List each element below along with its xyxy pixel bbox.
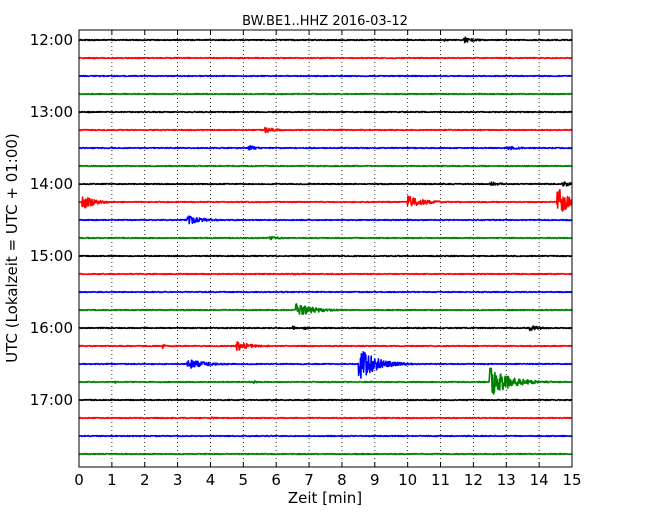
y-tick-label: 12:00 [30, 31, 73, 49]
y-axis-ticks: 12:00 13:00 14:00 15:00 16:00 17:00 [30, 31, 84, 409]
trace-line-1230 [78, 74, 573, 78]
x-tick-label: 12 [464, 471, 483, 489]
trace-line-1215 [78, 56, 573, 60]
y-tick-label: 17:00 [30, 391, 73, 409]
trace-line-1445 [78, 235, 573, 241]
x-axis-label: Zeit [min] [288, 489, 362, 507]
trace-line-1630 [78, 351, 573, 379]
y-tick-label: 13:00 [30, 103, 73, 121]
x-tick-label: 7 [304, 471, 314, 489]
trace-line-1745 [78, 452, 573, 456]
trace-line-1500 [78, 254, 573, 258]
x-tick-label: 15 [562, 471, 581, 489]
trace-line-1600 [78, 325, 573, 332]
trace-line-1415 [78, 188, 573, 212]
trace-line-1730 [78, 434, 573, 438]
trace-line-1300 [78, 110, 573, 114]
trace-line-1345 [78, 164, 573, 168]
y-tick-label: 15:00 [30, 247, 73, 265]
y-tick-label: 16:00 [30, 319, 73, 337]
trace-line-1330 [78, 144, 573, 151]
trace-line-1615 [78, 341, 573, 352]
x-tick-label: 9 [370, 471, 380, 489]
y-tick-label: 14:00 [30, 175, 73, 193]
x-tick-label: 5 [239, 471, 249, 489]
trace-line-1200 [78, 36, 573, 44]
trace-line-1715 [78, 416, 573, 420]
x-axis-ticks: 0 1 2 3 4 5 6 7 8 9 10 11 12 13 14 15 [74, 30, 582, 489]
trace-line-1430 [78, 215, 573, 225]
chart-title: BW.BE1..HHZ 2016-03-12 [242, 14, 408, 29]
trace-line-1245 [78, 92, 573, 96]
trace-line-1545 [78, 303, 573, 316]
trace-line-1515 [78, 272, 573, 276]
x-tick-label: 2 [140, 471, 150, 489]
x-tick-label: 4 [206, 471, 216, 489]
vertical-grid [111, 30, 540, 467]
x-tick-label: 0 [74, 471, 84, 489]
y-axis-label: UTC (Lokalzeit = UTC + 01:00) [3, 133, 21, 363]
trace-line-1700 [78, 398, 573, 402]
trace-line-1530 [78, 290, 573, 294]
trace-line-1400 [78, 181, 573, 187]
trace-line-1315 [78, 126, 573, 134]
x-tick-label: 11 [431, 471, 450, 489]
x-tick-label: 13 [497, 471, 516, 489]
x-tick-label: 3 [173, 471, 183, 489]
plot-frame [78, 29, 573, 468]
x-tick-label: 10 [398, 471, 417, 489]
trace-line-1645 [78, 367, 573, 395]
x-tick-label: 6 [271, 471, 281, 489]
x-tick-label: 8 [337, 471, 347, 489]
x-tick-label: 1 [107, 471, 117, 489]
x-tick-label: 14 [530, 471, 549, 489]
trace-group [78, 36, 573, 456]
